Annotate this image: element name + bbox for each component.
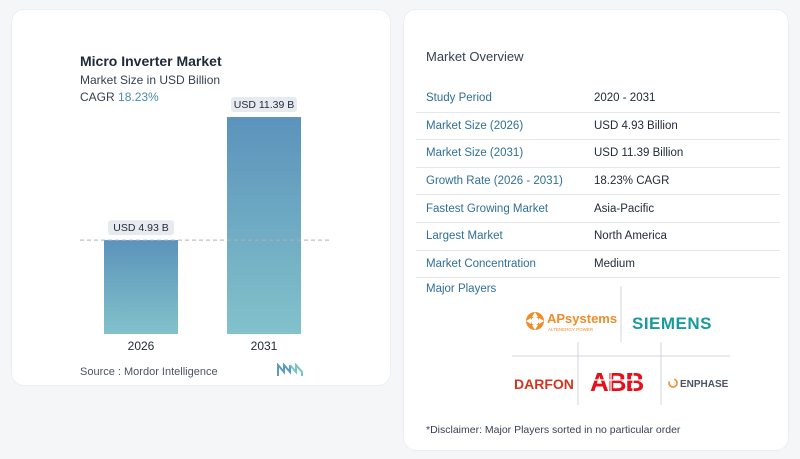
apsystems-logo: APsystems ALTENERGY POWER	[526, 311, 617, 332]
data-label: USD 4.93 B	[113, 222, 168, 234]
row-value: Asia-Pacific	[594, 194, 780, 223]
table-row: Fastest Growing Market Asia-Pacific	[416, 194, 780, 223]
mordor-intelligence-logo-icon	[277, 363, 303, 376]
row-value: North America	[594, 222, 780, 251]
row-value: Medium	[594, 250, 780, 279]
darfon-logo: DARFON	[514, 376, 574, 392]
enphase-logo: ENPHASE	[668, 378, 729, 390]
row-key: Growth Rate (2026 - 2031)	[416, 167, 594, 196]
table-row: Market Concentration Medium	[416, 250, 780, 279]
table-row: Growth Rate (2026 - 2031) 18.23% CAGR	[416, 167, 780, 196]
row-value: USD 11.39 Billion	[594, 139, 780, 168]
table-row: Market Size (2026) USD 4.93 Billion	[416, 112, 780, 141]
x-tick-label: 2031	[251, 339, 278, 353]
table-row: Largest Market North America	[416, 222, 780, 251]
row-key: Fastest Growing Market	[416, 194, 594, 223]
row-key: Largest Market	[416, 222, 594, 251]
data-label: USD 11.39 B	[234, 99, 295, 111]
row-key: Market Concentration	[416, 250, 594, 279]
row-key: Market Size (2031)	[416, 139, 594, 168]
siemens-logo: SIEMENS	[632, 314, 712, 333]
apsystems-tagline: ALTENERGY POWER	[548, 327, 594, 332]
row-key: Study Period	[416, 84, 594, 113]
row-key: Market Size (2026)	[416, 112, 594, 141]
enphase-name: ENPHASE	[680, 379, 729, 390]
disclaimer-text: *Disclaimer: Major Players sorted in no …	[426, 424, 681, 436]
chart-card	[12, 10, 390, 385]
major-players-title: Major Players	[426, 283, 497, 295]
source-text: Source : Mordor Intelligence	[80, 366, 218, 378]
cagr-line: CAGR 18.23%	[80, 90, 159, 104]
overview-title: Market Overview	[426, 49, 524, 64]
table-row: Market Size (2031) USD 11.39 Billion	[416, 139, 780, 168]
chart-subtitle: Market Size in USD Billion	[80, 73, 221, 87]
data-label-background	[108, 220, 174, 236]
cagr-label: CAGR	[80, 90, 115, 104]
row-value: 2020 - 2031	[594, 84, 780, 113]
cagr-value: 18.23%	[118, 90, 159, 104]
data-label-background	[231, 97, 297, 113]
row-value: 18.23% CAGR	[594, 167, 780, 196]
bar-2031	[227, 117, 301, 334]
chart-title: Micro Inverter Market	[80, 53, 222, 69]
overview-table: Study Period 2020 - 2031 Market Size (202…	[416, 84, 780, 279]
row-value: USD 4.93 Billion	[594, 112, 780, 141]
bar-2026	[104, 240, 178, 334]
table-row: Study Period 2020 - 2031	[416, 84, 780, 113]
apsystems-name: APsystems	[547, 311, 617, 326]
bar-chart: USD 4.93 B 2026 USD 11.39 B 2031	[80, 97, 330, 353]
x-tick-label: 2026	[128, 339, 155, 353]
